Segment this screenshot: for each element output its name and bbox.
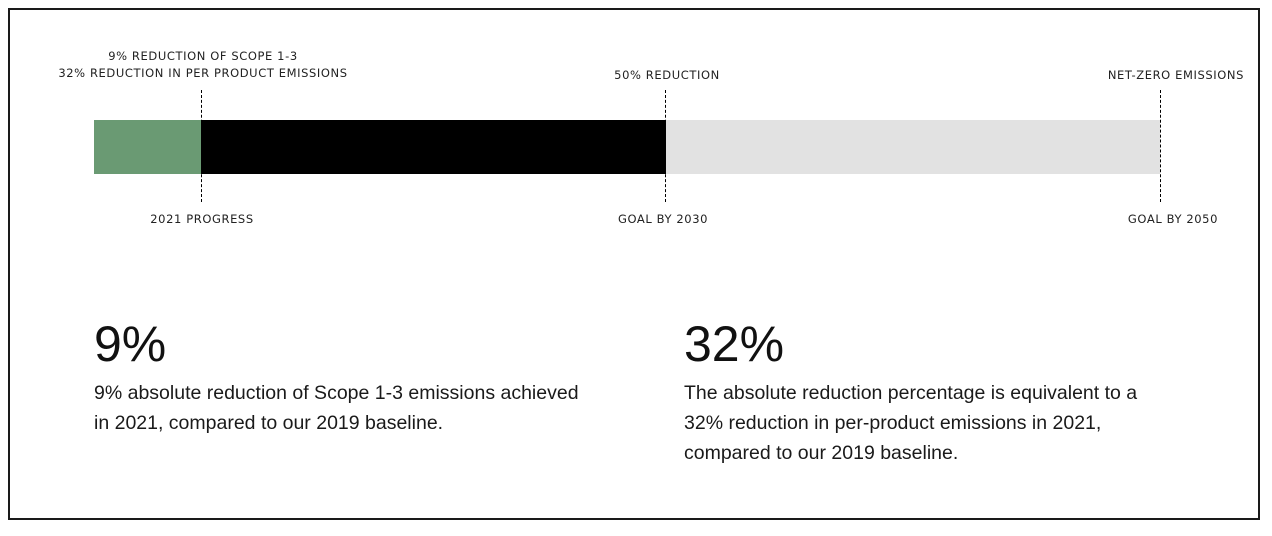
stat-value-per-product-reduction: 32% (684, 316, 785, 372)
stat-description-scope-reduction: 9% absolute reduction of Scope 1-3 emiss… (94, 382, 579, 434)
progress-top-label-line2: 32% REDUCTION IN PER PRODUCT EMISSIONS (58, 66, 348, 80)
goal-2030-top-label: 50% REDUCTION (614, 68, 720, 82)
progress-top-label: 9% REDUCTION OF SCOPE 1-3 32% REDUCTION … (58, 48, 347, 82)
emissions-progress-panel: 9% REDUCTION OF SCOPE 1-3 32% REDUCTION … (8, 8, 1260, 520)
stat-value-scope-reduction: 9% (94, 316, 167, 372)
progress-bottom-label: 2021 PROGRESS (150, 212, 254, 226)
progress-top-label-line1: 9% REDUCTION OF SCOPE 1-3 (108, 49, 298, 63)
stat-description-per-product-reduction: The absolute reduction percentage is equ… (684, 382, 1138, 464)
goal-2030-bottom-label: GOAL BY 2030 (617, 212, 709, 226)
progress-segment (94, 120, 201, 174)
goal-2050-segment (666, 120, 1160, 174)
goal-2050-top-label: NET-ZERO EMISSIONS (1107, 68, 1244, 82)
progress-marker (201, 90, 202, 202)
goal-2050-bottom-label: GOAL BY 2050 (1127, 212, 1218, 226)
goal-2030-segment (201, 120, 666, 174)
goal-2050-marker (1160, 90, 1161, 202)
goal-2030-marker (665, 90, 666, 202)
